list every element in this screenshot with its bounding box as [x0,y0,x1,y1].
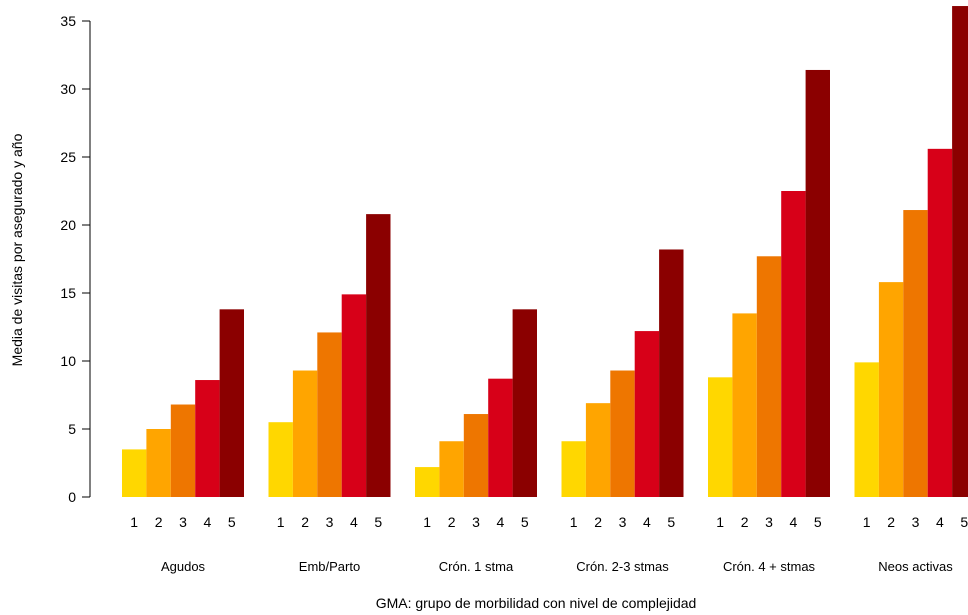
level-label: 1 [423,514,431,530]
level-label: 5 [228,514,236,530]
level-label: 2 [155,514,163,530]
bar [292,370,318,497]
group-labels: Agudos Emb/Parto Crón. 1 stma Crón. 2-3 stm… [161,559,953,574]
level-label: 3 [472,514,480,530]
level-label: 2 [887,514,895,530]
x-axis-label: GMA: grupo de morbilidad con nivel de co… [376,595,697,611]
bar [732,313,757,497]
level-label: 4 [790,514,798,530]
bar [463,414,489,497]
bar [854,362,879,497]
level-label: 1 [570,514,578,530]
bar [268,422,293,497]
y-tick-label: 30 [60,81,76,97]
bar [146,429,171,497]
group-label: Agudos [161,559,206,574]
level-label: 5 [667,514,675,530]
bar [756,256,782,497]
level-label: 2 [741,514,749,530]
level-label: 5 [814,514,822,530]
bar [366,214,391,497]
level-label: 2 [448,514,456,530]
level-label: 4 [643,514,651,530]
bar [439,441,464,497]
y-tick-label: 20 [60,217,76,233]
bar [805,69,830,498]
bar [781,191,806,497]
level-label: 5 [521,514,529,530]
group-label: Crón. 1 stma [439,559,514,574]
bar [585,403,611,497]
level-label: 5 [374,514,382,530]
level-label: 4 [204,514,212,530]
bar [634,331,660,497]
level-label: 3 [619,514,627,530]
y-tick-label: 10 [60,353,76,369]
bar [317,332,342,497]
y-tick-label: 25 [60,149,76,165]
level-label: 3 [326,514,334,530]
group-label: Crón. 2-3 stmas [576,559,669,574]
bar [561,441,586,497]
level-label: 1 [863,514,871,530]
group-label: Emb/Parto [299,559,360,574]
level-label: 4 [350,514,358,530]
level-label: 4 [936,514,944,530]
level-label: 2 [594,514,602,530]
bar [341,294,367,497]
y-tick-label: 15 [60,285,76,301]
bar [610,370,635,497]
bar [878,282,904,497]
bar [170,404,196,497]
y-tick-label: 0 [68,489,76,505]
bar [219,309,244,497]
bar [122,449,147,497]
y-axis: 0 5 10 15 20 25 30 35 [60,13,91,505]
y-tick-label: 35 [60,13,76,29]
level-label: 1 [716,514,724,530]
bar [952,6,968,497]
level-label: 3 [765,514,773,530]
level-label: 2 [301,514,309,530]
bar [512,309,537,497]
bar [903,210,928,498]
level-label: 1 [277,514,285,530]
level-label: 5 [960,514,968,530]
bars [122,6,968,498]
bar [708,377,733,497]
level-label: 1 [130,514,138,530]
y-tick-label: 5 [68,421,76,437]
y-axis-label: Media de visitas por asegurado y año [9,133,25,366]
bar [415,467,440,497]
group-label: Crón. 4 + stmas [723,559,816,574]
bar [927,148,953,497]
bar [488,378,513,497]
level-label: 4 [497,514,505,530]
bar [659,249,684,497]
level-label: 3 [912,514,920,530]
level-label: 3 [179,514,187,530]
group-label: Neos activas [878,559,953,574]
bar [195,380,220,497]
